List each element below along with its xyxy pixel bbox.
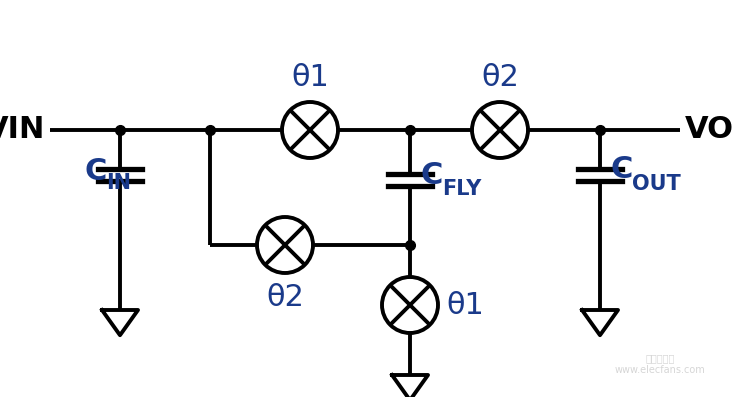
Text: C: C (85, 156, 107, 185)
Text: θ2: θ2 (266, 283, 304, 312)
Text: FLY: FLY (442, 179, 482, 199)
Text: θ1: θ1 (291, 63, 329, 92)
Text: θ2: θ2 (481, 63, 519, 92)
Text: θ1: θ1 (446, 291, 484, 320)
Text: VIN: VIN (0, 116, 45, 145)
Text: C: C (610, 156, 633, 185)
Text: C: C (420, 160, 443, 189)
Text: 电子发烧友
www.elecfans.com: 电子发烧友 www.elecfans.com (615, 353, 705, 375)
Text: VOUT: VOUT (685, 116, 733, 145)
Text: IN: IN (106, 173, 131, 193)
Text: OUT: OUT (632, 174, 681, 194)
